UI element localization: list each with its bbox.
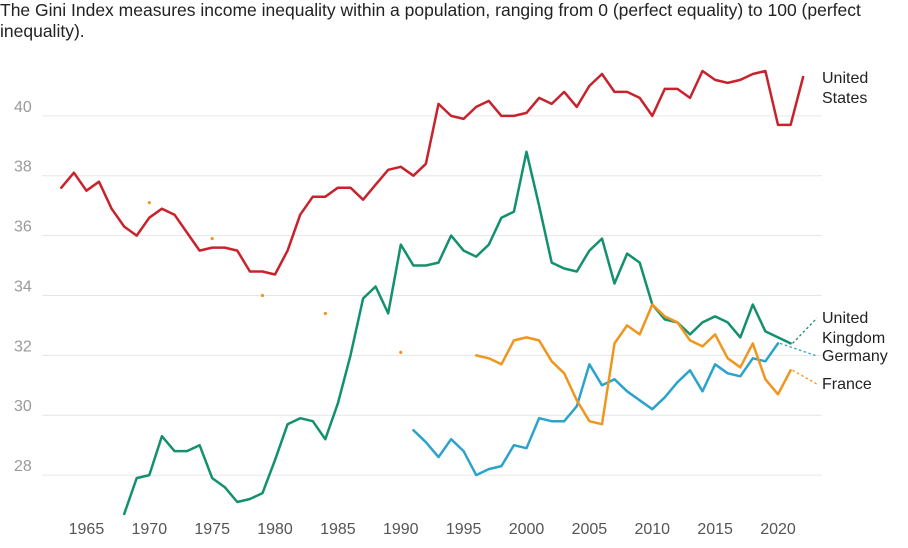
series-line-united_states	[60, 69, 805, 276]
series-lines	[60, 69, 805, 516]
y-tick-label-32: 32	[14, 338, 32, 355]
leader-line-united_kingdom	[792, 317, 818, 344]
x-tick-label-1990: 1990	[383, 521, 419, 538]
series-line-france	[474, 303, 792, 426]
chart-subtitle: The Gini Index measures income inequalit…	[0, 0, 861, 41]
series-label-united_kingdom: United Kingdom	[822, 310, 885, 347]
y-tick-label-36: 36	[14, 219, 32, 236]
data-point-france-1984	[323, 311, 327, 316]
y-tick-label-30: 30	[14, 398, 32, 415]
y-tick-label-28: 28	[14, 458, 32, 475]
data-point-france-1990	[399, 350, 403, 354]
series-line-united_kingdom	[122, 150, 792, 516]
x-axis: 1965 1970 1975 1980 1985 1990 1995 2000 2005 2010…	[69, 521, 796, 538]
y-axis: 28 30 32 34 36 38 40	[14, 99, 32, 475]
series-line-germany	[412, 342, 780, 477]
x-tick-label-1965: 1965	[69, 521, 105, 538]
x-tick-label-1975: 1975	[194, 521, 230, 538]
x-tick-label-1970: 1970	[132, 521, 168, 538]
data-point-france-1979	[260, 293, 265, 298]
data-point-france-1975	[210, 237, 214, 241]
series-label-united_states: United States	[822, 70, 868, 107]
x-tick-label-1980: 1980	[257, 521, 293, 538]
x-tick-label-1995: 1995	[446, 521, 482, 538]
series-label-line: Germany	[822, 348, 888, 365]
x-tick-label-2000: 2000	[509, 521, 545, 538]
data-point-france-1970	[147, 201, 151, 205]
x-tick-label-2015: 2015	[697, 521, 733, 538]
series-dots	[147, 201, 403, 354]
series-label-line: States	[822, 90, 867, 107]
x-tick-label-1985: 1985	[320, 521, 356, 538]
leader-line-france	[792, 369, 818, 385]
y-tick-label-40: 40	[14, 99, 32, 116]
leader-line-germany	[779, 342, 818, 357]
x-tick-label-2020: 2020	[760, 521, 796, 538]
x-tick-label-2005: 2005	[572, 521, 608, 538]
series-label-line: United	[822, 310, 868, 327]
series-label-france: France	[822, 376, 872, 393]
series-label-line: France	[822, 376, 872, 393]
x-tick-label-2010: 2010	[634, 521, 670, 538]
series-label-line: United	[822, 70, 868, 87]
series-label-germany: Germany	[822, 348, 888, 365]
y-tick-label-34: 34	[14, 278, 32, 295]
gridlines	[42, 115, 822, 476]
series-label-line: Kingdom	[822, 330, 885, 347]
y-tick-label-38: 38	[14, 159, 32, 176]
